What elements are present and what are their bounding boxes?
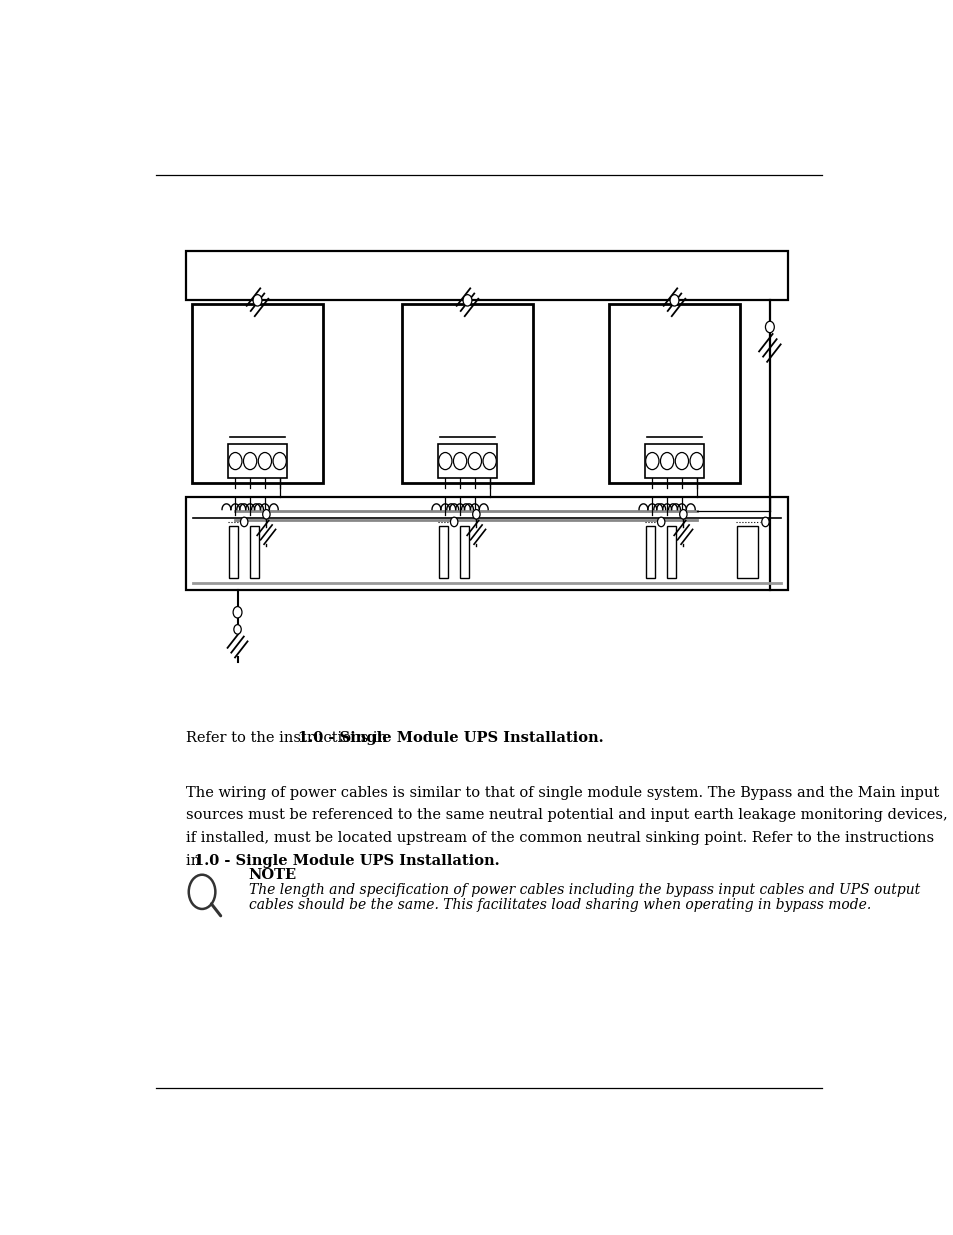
- Circle shape: [657, 517, 664, 526]
- Circle shape: [645, 452, 659, 469]
- Circle shape: [253, 295, 262, 306]
- Text: NOTE: NOTE: [249, 868, 296, 882]
- Text: The wiring of power cables is similar to that of single module system. The Bypas: The wiring of power cables is similar to…: [186, 785, 938, 799]
- Circle shape: [659, 452, 673, 469]
- Circle shape: [760, 517, 768, 526]
- Bar: [250, 526, 258, 578]
- Bar: [644, 443, 703, 478]
- Circle shape: [764, 321, 774, 332]
- Bar: [437, 443, 497, 478]
- Bar: [439, 526, 448, 578]
- Text: 1.0 - Single Module UPS Installation.: 1.0 - Single Module UPS Installation.: [298, 731, 603, 746]
- Circle shape: [468, 452, 481, 469]
- Circle shape: [482, 452, 496, 469]
- Bar: [401, 304, 533, 483]
- Bar: [192, 304, 323, 483]
- Circle shape: [240, 517, 248, 526]
- Circle shape: [243, 452, 256, 469]
- Bar: [186, 251, 787, 300]
- Bar: [228, 443, 287, 478]
- Circle shape: [450, 517, 457, 526]
- Bar: [459, 526, 469, 578]
- Circle shape: [669, 295, 679, 306]
- Circle shape: [229, 452, 242, 469]
- Circle shape: [258, 452, 272, 469]
- Bar: [608, 304, 740, 483]
- Circle shape: [472, 510, 479, 519]
- Circle shape: [438, 452, 452, 469]
- Circle shape: [233, 606, 242, 618]
- Text: The length and specification of power cables including the bypass input cables a: The length and specification of power ca…: [249, 883, 919, 897]
- Bar: [646, 526, 655, 578]
- Text: in: in: [186, 855, 205, 868]
- Text: if installed, must be located upstream of the common neutral sinking point. Refe: if installed, must be located upstream o…: [186, 831, 933, 845]
- Circle shape: [233, 625, 241, 634]
- Circle shape: [462, 295, 472, 306]
- Circle shape: [262, 510, 270, 519]
- Circle shape: [189, 874, 215, 909]
- Text: 1.0 - Single Module UPS Installation.: 1.0 - Single Module UPS Installation.: [193, 855, 498, 868]
- Circle shape: [679, 510, 686, 519]
- Circle shape: [273, 452, 286, 469]
- Circle shape: [675, 452, 688, 469]
- Circle shape: [453, 452, 466, 469]
- Text: sources must be referenced to the same neutral potential and input earth leakage: sources must be referenced to the same n…: [186, 809, 946, 823]
- Text: Refer to the instructions in: Refer to the instructions in: [186, 731, 391, 746]
- Bar: [229, 526, 238, 578]
- Text: cables should be the same. This facilitates load sharing when operating in bypas: cables should be the same. This facilita…: [249, 898, 870, 911]
- Bar: [666, 526, 676, 578]
- Bar: [186, 498, 787, 590]
- Circle shape: [689, 452, 702, 469]
- Bar: [737, 526, 758, 578]
